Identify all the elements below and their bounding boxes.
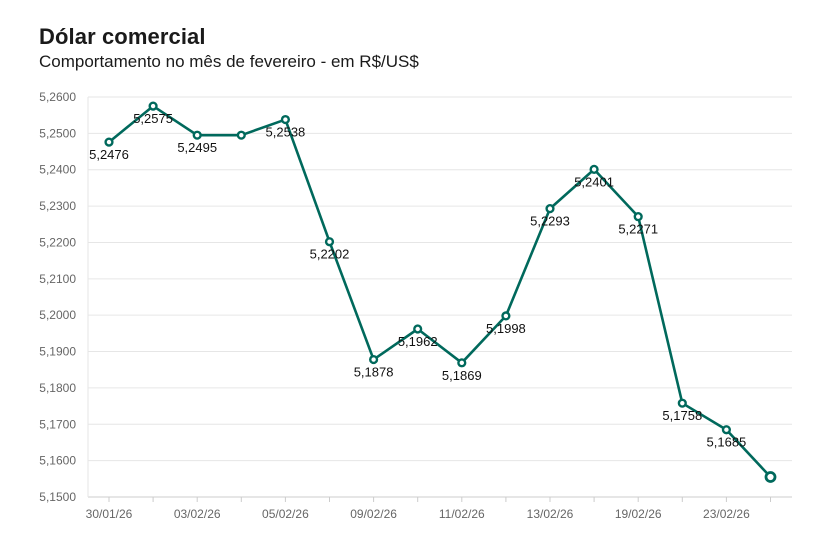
y-tick-label: 5,2300 bbox=[39, 199, 76, 213]
y-tick-label: 5,2500 bbox=[39, 126, 76, 140]
data-point bbox=[148, 101, 158, 111]
y-tick-label: 5,2600 bbox=[39, 90, 76, 104]
data-point bbox=[545, 204, 555, 214]
data-point bbox=[413, 324, 423, 334]
y-tick-label: 5,2400 bbox=[39, 163, 76, 177]
data-label: 5,1962 bbox=[398, 334, 438, 349]
data-label: 5,2202 bbox=[310, 247, 350, 262]
x-tick-label: 05/02/26 bbox=[262, 507, 309, 521]
data-label: 5,2575 bbox=[133, 111, 173, 126]
data-label: 5,1758 bbox=[662, 408, 702, 423]
y-tick-label: 5,1600 bbox=[39, 454, 76, 468]
data-point bbox=[764, 471, 777, 483]
data-point bbox=[633, 212, 643, 222]
data-point bbox=[324, 237, 335, 247]
data-label: 5,2293 bbox=[530, 214, 570, 229]
data-label: 5,2271 bbox=[618, 222, 658, 237]
data-point bbox=[457, 358, 467, 368]
y-tick-label: 5,2200 bbox=[39, 235, 76, 249]
series-line bbox=[108, 104, 772, 478]
data-label: 5,1869 bbox=[442, 368, 482, 383]
x-tick-label: 03/02/26 bbox=[174, 507, 221, 521]
x-tick-label: 23/02/26 bbox=[703, 507, 750, 521]
x-tick-label: 19/02/26 bbox=[615, 507, 662, 521]
data-label: 5,1878 bbox=[354, 365, 394, 380]
data-point bbox=[192, 130, 202, 140]
data-point bbox=[280, 114, 291, 125]
data-label: 5,1685 bbox=[707, 435, 747, 450]
data-point bbox=[369, 354, 379, 365]
x-tick-label: 09/02/26 bbox=[350, 507, 397, 521]
data-point bbox=[677, 398, 687, 408]
y-tick-label: 5,1500 bbox=[39, 490, 76, 504]
x-tick-label: 30/01/26 bbox=[86, 507, 133, 521]
x-tick-label: 11/02/26 bbox=[439, 507, 485, 521]
data-label: 5,2401 bbox=[574, 174, 614, 189]
data-point bbox=[721, 425, 732, 435]
data-point bbox=[501, 311, 511, 321]
data-point bbox=[104, 137, 114, 147]
data-label: 5,2538 bbox=[266, 125, 306, 140]
data-label: 5,1998 bbox=[486, 321, 526, 336]
data-point bbox=[236, 130, 246, 140]
x-tick-label: 13/02/26 bbox=[527, 507, 574, 521]
chart-title: Dólar comercial bbox=[39, 24, 206, 49]
y-tick-label: 5,2100 bbox=[39, 272, 76, 286]
y-tick-label: 5,1800 bbox=[39, 381, 76, 395]
data-label: 5,2495 bbox=[177, 140, 217, 155]
y-tick-label: 5,1900 bbox=[39, 345, 76, 359]
data-label: 5,2476 bbox=[89, 147, 129, 162]
data-point bbox=[589, 164, 599, 174]
y-tick-label: 5,1700 bbox=[39, 417, 76, 431]
chart-subtitle: Comportamento no mês de fevereiro - em R… bbox=[39, 52, 419, 71]
y-tick-label: 5,2000 bbox=[39, 308, 76, 322]
